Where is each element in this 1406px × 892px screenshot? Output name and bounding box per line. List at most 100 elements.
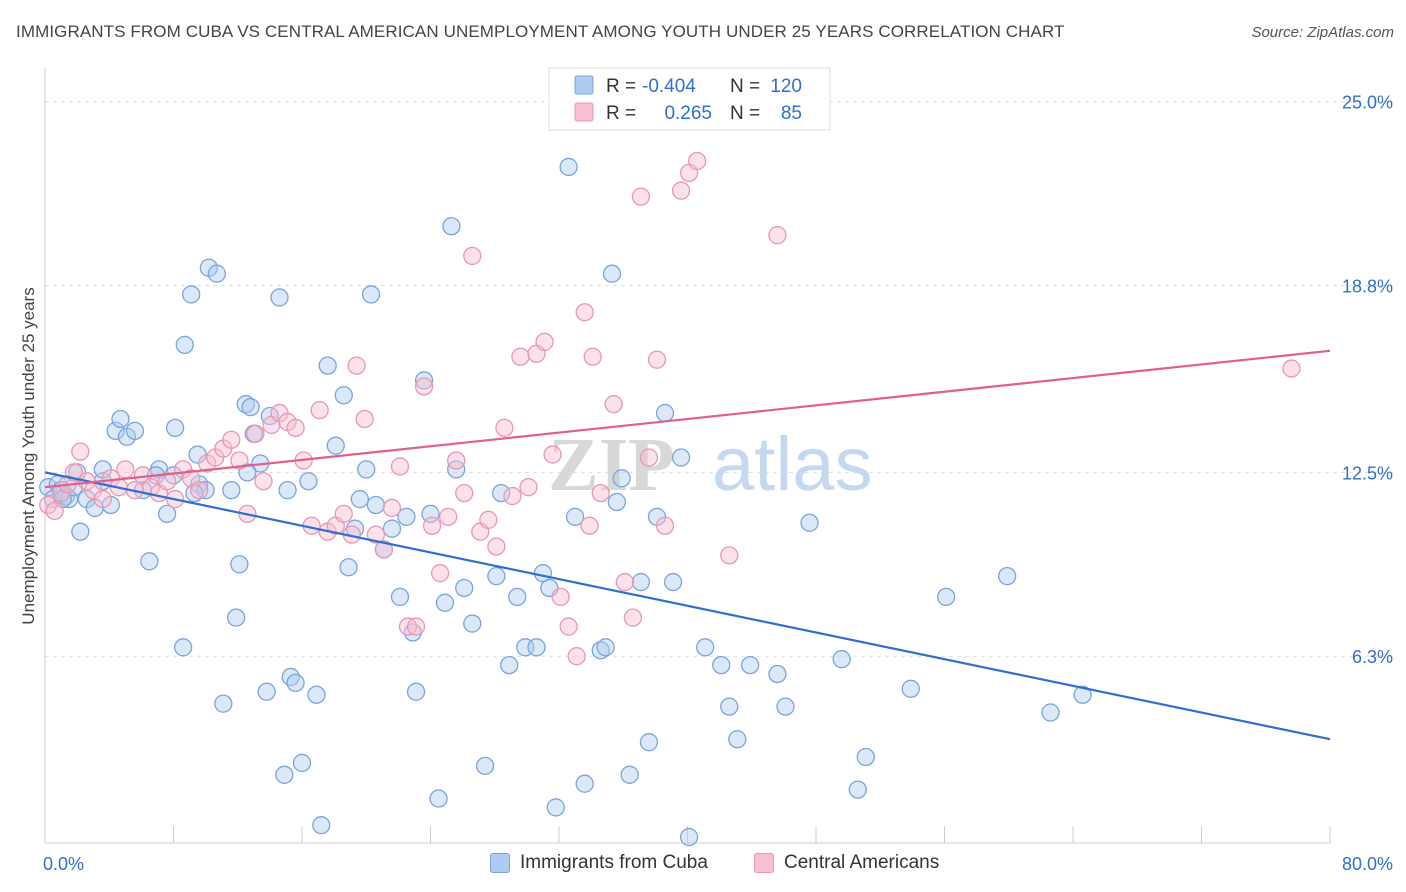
central-americans-point <box>623 608 643 627</box>
legend-pink-swatch <box>574 102 594 122</box>
central-americans-point <box>334 504 353 524</box>
legend-item-cuba: Immigrants from Cuba <box>490 852 708 874</box>
cuba-point <box>334 386 353 405</box>
cuba-point <box>997 566 1017 586</box>
central-americans-point <box>157 472 177 491</box>
cuba-point <box>631 572 651 592</box>
cuba-point <box>728 730 747 749</box>
central-americans-point <box>374 540 394 559</box>
cuba-point <box>546 798 565 817</box>
central-americans-point <box>310 400 329 420</box>
central-americans-point <box>382 498 402 518</box>
central-americans-point <box>543 445 562 464</box>
central-americans-point <box>583 347 602 366</box>
central-americans-point <box>439 507 458 526</box>
y-tick-label: 6.3% <box>1352 647 1393 667</box>
central-americans-point <box>495 418 514 438</box>
central-americans-point <box>567 647 586 666</box>
cuba-point <box>214 694 233 713</box>
cuba-point <box>299 472 318 491</box>
legend-r-value-2: 0.265 <box>664 103 712 124</box>
cuba-point <box>270 288 289 307</box>
cuba-point <box>565 507 585 526</box>
cuba-point <box>326 436 345 455</box>
central-americans-point <box>720 546 739 565</box>
cuba-point <box>71 522 90 541</box>
central-americans-point <box>422 516 442 535</box>
central-americans-point <box>71 442 90 461</box>
central-americans-point <box>463 246 482 266</box>
cuba-point <box>475 756 495 776</box>
cuba-point <box>696 638 715 657</box>
y-axis-label: Unemployment Among Youth under 25 years <box>19 287 38 624</box>
cuba-point <box>361 285 381 304</box>
central-americans-point <box>455 483 474 503</box>
cuba-point <box>487 566 506 586</box>
cuba-point <box>175 335 194 355</box>
stats-legend: R = -0.404 N = 120 R = 0.265 N = 85 <box>548 67 831 131</box>
cuba-point <box>182 285 201 304</box>
legend-r-label-1: R = <box>606 76 636 97</box>
cuba-point <box>382 519 402 538</box>
central-americans-point <box>355 409 374 429</box>
cuba-point <box>671 448 691 467</box>
cuba-point <box>901 679 920 698</box>
cuba-point <box>226 608 246 627</box>
central-americans-point <box>286 418 305 438</box>
central-americans-point <box>615 572 635 592</box>
cuba-point <box>1041 703 1060 722</box>
y-tick-label: 18.8% <box>1342 277 1393 297</box>
central-americans-point <box>430 564 450 583</box>
cuba-point <box>165 418 185 438</box>
cuba-point <box>500 655 519 675</box>
cuba-point <box>591 641 610 660</box>
legend-blue-swatch <box>574 75 594 95</box>
cuba-point <box>106 421 125 440</box>
cuba-point <box>390 587 410 607</box>
watermark-zip: ZIP <box>548 423 675 507</box>
cuba-point <box>366 495 386 515</box>
cuba-point <box>612 469 631 488</box>
cuba-point <box>663 572 683 592</box>
cuba-point <box>832 650 851 669</box>
watermark-atlas: atlas <box>712 422 873 507</box>
cuba-point <box>196 481 215 500</box>
legend-n-value-1: 120 <box>770 76 802 97</box>
cuba-point <box>463 614 482 633</box>
cuba-point <box>111 409 130 429</box>
cuba-point <box>492 483 511 503</box>
cuba-point <box>435 593 455 612</box>
central-americans-point <box>414 377 434 396</box>
cuba-point <box>307 685 326 704</box>
central-americans-point <box>535 332 554 352</box>
cuba-point <box>281 667 300 687</box>
central-americans-point <box>447 451 466 470</box>
cuba-point <box>230 555 249 574</box>
central-americans-point <box>551 587 570 607</box>
cuba-point <box>768 664 787 684</box>
cuba-point <box>602 264 622 283</box>
cuba-point <box>848 780 867 799</box>
central-americans-point <box>246 424 265 443</box>
cuba-trend-line <box>44 471 1331 741</box>
central-americans-point <box>575 303 594 322</box>
data-points <box>39 151 1301 847</box>
trend-lines <box>44 349 1331 741</box>
central-americans-point <box>93 489 112 509</box>
central-americans-point <box>479 510 498 529</box>
cuba-point <box>639 733 659 752</box>
cuba-point <box>140 552 159 571</box>
cuba-point <box>173 638 193 657</box>
y-tick-label: 12.5% <box>1342 463 1393 483</box>
cuba-point <box>278 481 297 500</box>
legend-swatch-central-americans <box>754 853 774 873</box>
legend-r-label-2: R = <box>606 103 636 124</box>
cuba-point <box>414 371 434 390</box>
cuba-point <box>712 655 731 675</box>
legend-r-value-1: -0.404 <box>642 76 696 97</box>
cuba-point <box>596 638 615 657</box>
cuba-point <box>856 747 875 767</box>
central-americans-point <box>230 451 249 470</box>
cuba-point <box>275 765 294 784</box>
